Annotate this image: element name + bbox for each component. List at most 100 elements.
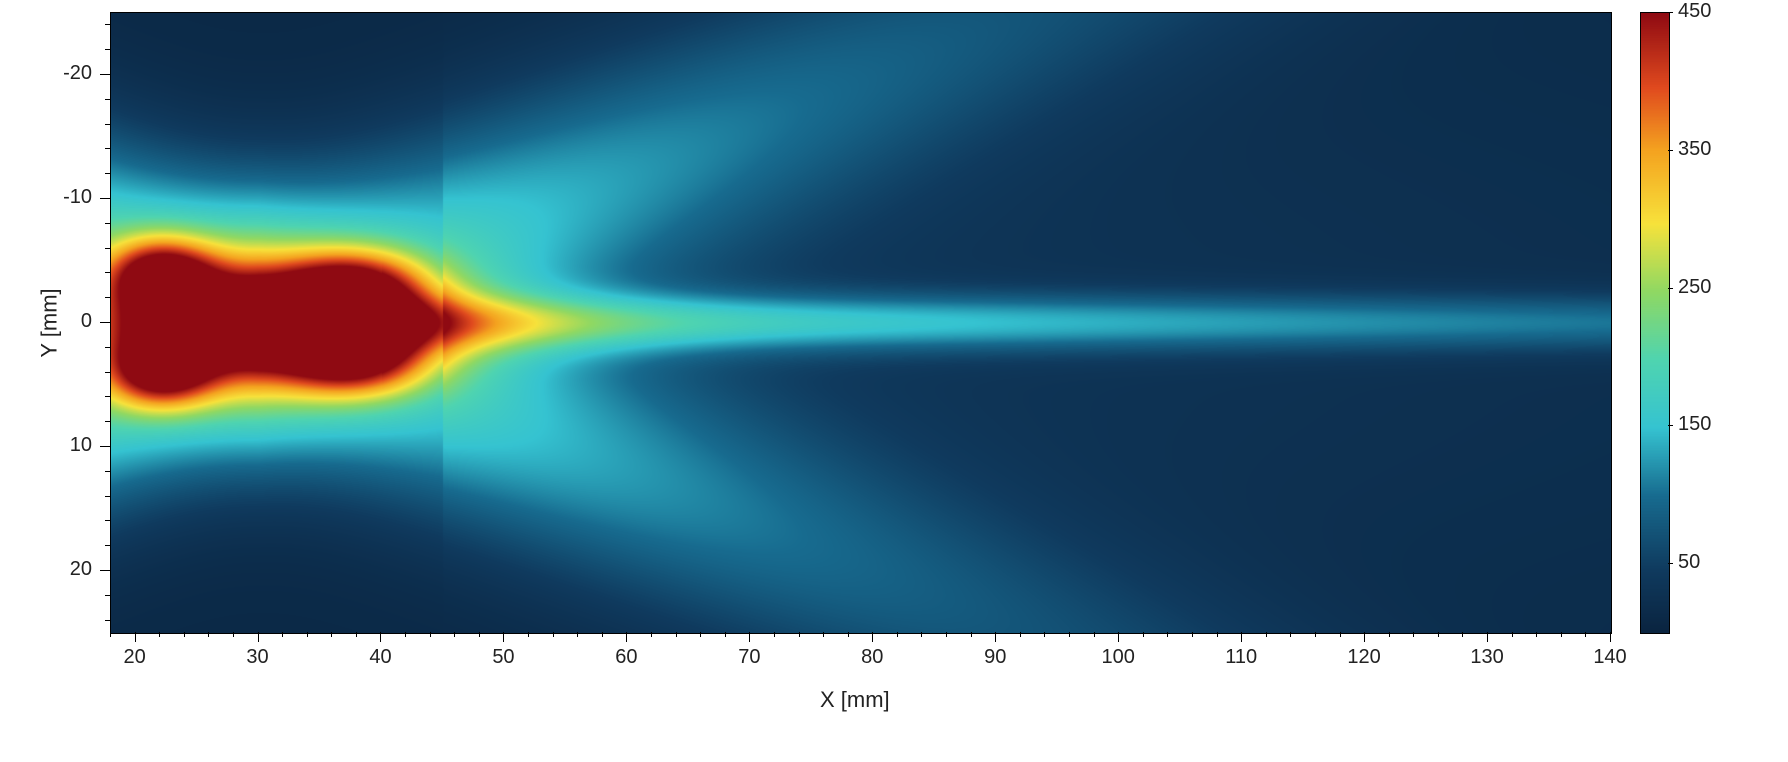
axis-tick (1536, 632, 1537, 637)
axis-tick (307, 632, 308, 637)
axis-tick (602, 632, 603, 637)
axis-tick (105, 372, 110, 373)
axis-tick (749, 632, 750, 642)
axis-tick (1438, 632, 1439, 637)
axis-tick (184, 632, 185, 637)
axis-tick (1192, 632, 1193, 637)
axis-tick (105, 24, 110, 25)
axis-tick (503, 632, 504, 642)
axis-tick-label: 0 (81, 310, 92, 333)
axis-tick (946, 632, 947, 637)
axis-tick (1389, 632, 1390, 637)
axis-tick (1462, 632, 1463, 637)
axis-tick (1512, 632, 1513, 637)
axis-tick (105, 496, 110, 497)
axis-tick (577, 632, 578, 637)
axis-tick (100, 74, 110, 75)
axis-tick (356, 632, 357, 637)
axis-tick-label: 110 (1225, 646, 1257, 669)
axis-tick (105, 396, 110, 397)
axis-tick (331, 632, 332, 637)
axis-tick (105, 272, 110, 273)
axis-tick (897, 632, 898, 637)
axis-tick-label: 90 (984, 646, 1006, 669)
axis-tick (380, 632, 381, 642)
axis-tick (105, 471, 110, 472)
axis-tick-label: 60 (615, 646, 637, 669)
axis-tick (110, 632, 111, 637)
axis-tick (1118, 632, 1119, 642)
axis-tick-label: 20 (123, 646, 145, 669)
axis-tick-label: 250 (1678, 276, 1711, 299)
axis-tick (1668, 563, 1673, 564)
axis-tick (105, 124, 110, 125)
axis-tick (430, 632, 431, 637)
axis-tick (100, 322, 110, 323)
axis-tick-label: 80 (861, 646, 883, 669)
axis-tick-label: -20 (63, 62, 92, 85)
axis-tick (1610, 632, 1611, 642)
axis-tick (971, 632, 972, 637)
axis-tick-label: 150 (1678, 413, 1711, 436)
axis-tick (105, 421, 110, 422)
heatmap-canvas (111, 13, 1611, 633)
axis-tick (1668, 12, 1673, 13)
axis-tick (651, 632, 652, 637)
axis-tick (105, 49, 110, 50)
axis-tick (872, 632, 873, 642)
axis-tick (1561, 632, 1562, 637)
axis-tick-label: 100 (1102, 646, 1135, 669)
axis-tick-label: 50 (1678, 551, 1700, 574)
heatmap-plot (110, 12, 1612, 634)
axis-tick-label: 350 (1678, 138, 1711, 161)
axis-tick-label: 40 (369, 646, 391, 669)
axis-tick-label: 120 (1347, 646, 1380, 669)
axis-tick (105, 173, 110, 174)
axis-tick (1487, 632, 1488, 642)
axis-tick (1315, 632, 1316, 637)
axis-tick (725, 632, 726, 637)
axis-tick-label: 450 (1678, 0, 1711, 23)
axis-tick-label: 140 (1593, 646, 1626, 669)
axis-tick-label: 50 (492, 646, 514, 669)
axis-tick (626, 632, 627, 642)
axis-tick (105, 297, 110, 298)
axis-tick (100, 570, 110, 571)
axis-tick (1167, 632, 1168, 637)
axis-tick (105, 99, 110, 100)
axis-tick (1668, 150, 1673, 151)
axis-tick (105, 148, 110, 149)
axis-tick (105, 545, 110, 546)
axis-tick (1340, 632, 1341, 637)
axis-tick (676, 632, 677, 637)
axis-tick-label: 70 (738, 646, 760, 669)
axis-tick (100, 446, 110, 447)
axis-tick (1217, 632, 1218, 637)
axis-tick (233, 632, 234, 637)
axis-tick (105, 520, 110, 521)
axis-tick (995, 632, 996, 642)
axis-tick (1364, 632, 1365, 642)
axis-tick (282, 632, 283, 637)
axis-tick (1668, 425, 1673, 426)
axis-tick-label: 130 (1470, 646, 1503, 669)
axis-tick (479, 632, 480, 637)
axis-tick (1585, 632, 1586, 637)
axis-tick-label: 30 (246, 646, 268, 669)
axis-tick (105, 595, 110, 596)
axis-tick-label: 20 (70, 558, 92, 581)
axis-tick (1241, 632, 1242, 642)
axis-tick (454, 632, 455, 637)
x-axis-label: X [mm] (820, 687, 890, 713)
axis-tick (105, 248, 110, 249)
y-axis-label: Y [mm] (37, 288, 63, 357)
axis-tick (1266, 632, 1267, 637)
axis-tick (1044, 632, 1045, 637)
axis-tick (159, 632, 160, 637)
colorbar (1640, 12, 1670, 634)
axis-tick (823, 632, 824, 637)
axis-tick (105, 223, 110, 224)
axis-tick (1413, 632, 1414, 637)
axis-tick (1069, 632, 1070, 637)
axis-tick (100, 198, 110, 199)
